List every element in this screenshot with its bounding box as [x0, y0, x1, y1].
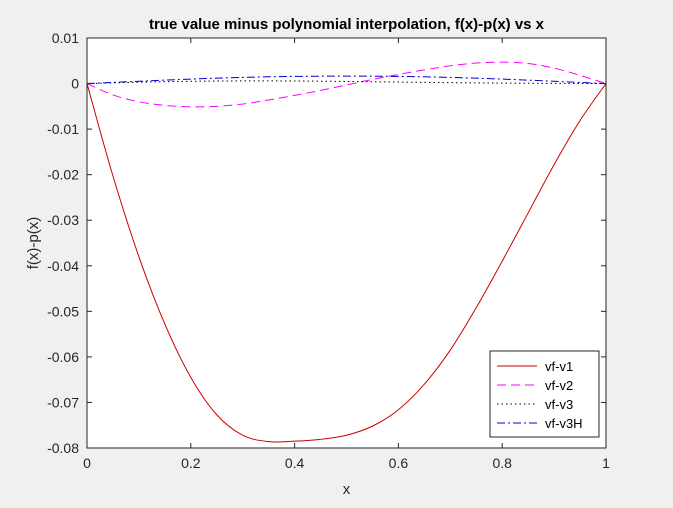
y-tick-label: -0.02 [47, 167, 79, 183]
y-tick-label: -0.05 [47, 303, 79, 319]
y-tick-label: -0.07 [47, 394, 79, 410]
x-tick-label: 0.4 [285, 455, 305, 471]
x-tick-label: 0 [83, 455, 91, 471]
y-tick-label: -0.01 [47, 121, 79, 137]
x-tick-label: 0.8 [492, 455, 512, 471]
legend-label: vf-v3 [545, 397, 573, 412]
ticks-layer: 0 0.2 0.4 0.6 0.8 1 0.01 0 -0.01 -0.02 -0.03 -0.04 -… [47, 30, 610, 471]
x-axis-label: x [343, 481, 351, 498]
axes-box [86, 37, 607, 449]
series-line-vf-v1 [86, 83, 607, 443]
y-tick-label: 0 [71, 76, 79, 92]
y-tick-label: -0.08 [47, 440, 79, 456]
x-tick-label: 0.2 [181, 455, 201, 471]
y-axis-label: f(x)-p(x) [25, 217, 42, 270]
x-tick-label: 0.6 [389, 455, 409, 471]
y-tick-label: -0.06 [47, 349, 79, 365]
legend[interactable]: vf-v1 vf-v2 vf-v3 vf-v3H [489, 350, 600, 438]
y-tick-label: -0.03 [47, 212, 79, 228]
series-layer [86, 61, 607, 443]
y-tick-label: 0.01 [52, 30, 79, 46]
y-tick-label: -0.04 [47, 258, 79, 274]
legend-label: vf-v1 [545, 359, 573, 374]
x-tick-label: 1 [602, 455, 610, 471]
series-line-vf-v2 [86, 61, 607, 108]
series-line-vf-v3H [86, 75, 607, 85]
chart-title: true value minus polynomial interpolatio… [149, 16, 545, 33]
legend-label: vf-v2 [545, 378, 573, 393]
legend-label: vf-v3H [545, 416, 583, 431]
